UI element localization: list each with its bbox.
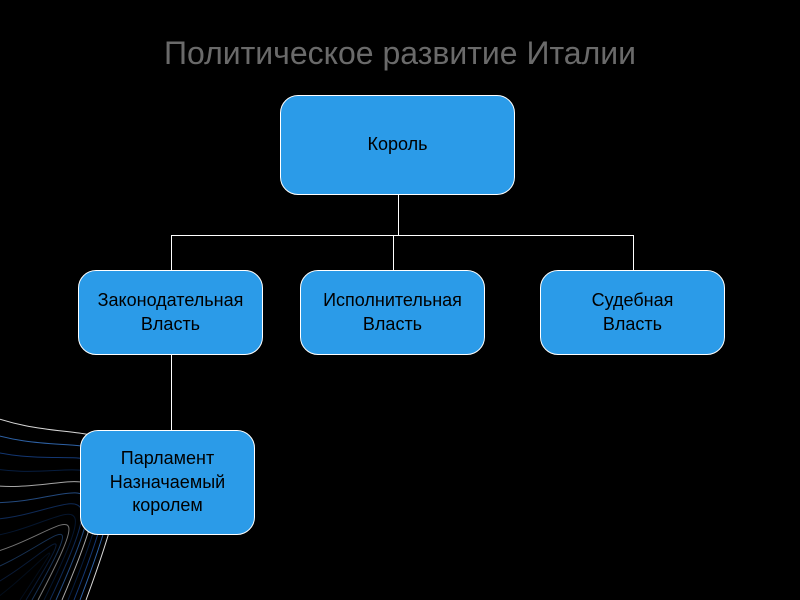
connector bbox=[393, 235, 394, 270]
connector bbox=[398, 195, 399, 235]
node-parliament: ПарламентНазначаемыйкоролем bbox=[80, 430, 255, 535]
org-chart: КорольЗаконодательнаяВласть Исполнительна… bbox=[0, 0, 800, 600]
node-judicial: СудебнаяВласть bbox=[540, 270, 725, 355]
connector bbox=[171, 235, 172, 270]
connector bbox=[633, 235, 634, 270]
connector bbox=[171, 355, 172, 430]
node-executive: ИсполнительнаяВласть bbox=[300, 270, 485, 355]
node-legislative: ЗаконодательнаяВласть bbox=[78, 270, 263, 355]
node-king: Король bbox=[280, 95, 515, 195]
connector bbox=[171, 235, 633, 236]
